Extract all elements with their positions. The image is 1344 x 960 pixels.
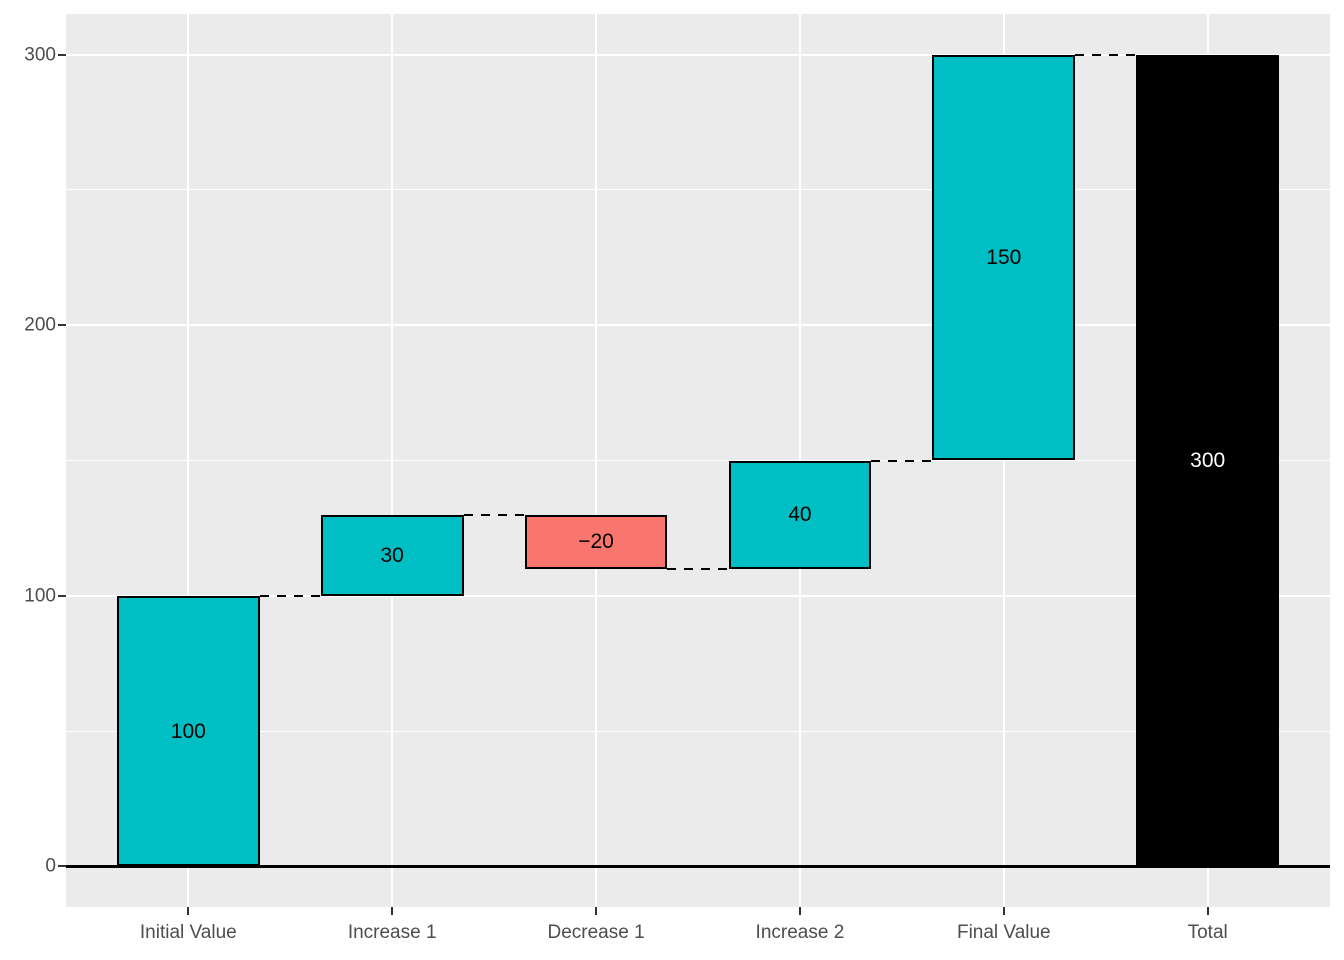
bar-value-label: 40	[788, 503, 812, 527]
y-tick-label-200: 200	[24, 314, 56, 336]
x-tick-label-total: Total	[1187, 922, 1228, 943]
x-tick-label-increase-1: Increase 1	[347, 922, 437, 943]
y-tick-0	[58, 865, 66, 868]
x-tick-total	[1206, 907, 1209, 915]
y-gridline-major-300	[66, 53, 1330, 56]
bar-initial-value: 100	[116, 595, 260, 867]
x-tick-label-increase-2: Increase 2	[755, 922, 845, 943]
connector-increase-2-to-final-value	[871, 459, 933, 462]
x-tick-final-value	[1002, 907, 1005, 915]
bar-increase-2: 40	[728, 460, 872, 569]
x-tick-decrease-1	[595, 907, 598, 915]
y-tick-300	[58, 53, 66, 56]
x-tick-label-initial-value: Initial Value	[139, 922, 237, 943]
bar-value-label: −20	[578, 530, 614, 554]
bar-value-label: 100	[170, 719, 206, 743]
y-tick-200	[58, 324, 66, 327]
y-gridline-minor-150	[66, 460, 1330, 461]
bar-final-value: 150	[932, 54, 1076, 461]
bar-total: 300	[1136, 54, 1280, 867]
connector-final-value-to-total	[1075, 53, 1137, 56]
bar-increase-1: 30	[320, 514, 464, 596]
x-tick-increase-1	[391, 907, 394, 915]
x-tick-initial-value	[187, 907, 190, 915]
y-tick-label-0: 0	[45, 855, 56, 877]
y-tick-label-100: 100	[24, 585, 56, 607]
bar-value-label: 300	[1190, 448, 1226, 472]
y-gridline-major-200	[66, 324, 1330, 327]
y-tick-label-300: 300	[24, 44, 56, 66]
zero-axis-line	[66, 864, 1330, 868]
bar-value-label: 150	[986, 246, 1022, 270]
y-gridline-major-100	[66, 594, 1330, 597]
connector-increase-1-to-decrease-1	[463, 513, 525, 516]
x-tick-label-final-value: Final Value	[956, 922, 1051, 943]
y-gridline-minor-50	[66, 730, 1330, 732]
bar-value-label: 30	[380, 543, 404, 567]
connector-decrease-1-to-increase-2	[667, 567, 729, 570]
y-tick-100	[58, 594, 66, 597]
x-tick-label-decrease-1: Decrease 1	[547, 922, 645, 943]
y-gridline-minor-250	[66, 189, 1330, 191]
x-tick-increase-2	[798, 907, 801, 915]
connector-initial-value-to-increase-1	[259, 594, 321, 597]
bar-decrease-1: −20	[524, 514, 668, 569]
